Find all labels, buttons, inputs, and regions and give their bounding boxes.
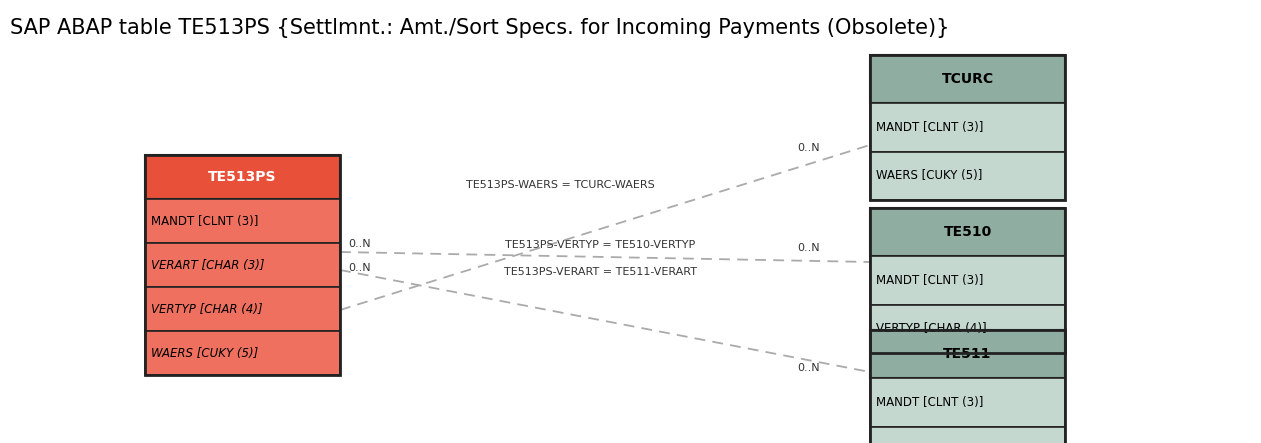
Text: TE510: TE510 [943, 225, 991, 239]
Bar [870, 330, 1066, 443]
Text: WAERS [CUKY (5)]: WAERS [CUKY (5)] [151, 346, 259, 360]
Text: SAP ABAP table TE513PS {Settlmnt.: Amt./Sort Specs. for Incoming Payments (Obsol: SAP ABAP table TE513PS {Settlmnt.: Amt./… [10, 18, 950, 38]
Bar [870, 152, 1066, 200]
Text: TE513PS-WAERS = TCURC-WAERS: TE513PS-WAERS = TCURC-WAERS [465, 180, 654, 190]
Text: 0..N: 0..N [348, 263, 371, 273]
Text: 0..N: 0..N [348, 239, 371, 249]
Text: TE511: TE511 [943, 347, 991, 361]
Text: VERTYP [CHAR (4)]: VERTYP [CHAR (4)] [876, 323, 986, 335]
Bar [870, 330, 1066, 378]
Bar [870, 208, 1066, 353]
Bar [870, 55, 1066, 103]
Text: MANDT [CLNT (3)]: MANDT [CLNT (3)] [151, 214, 259, 228]
Bar [145, 199, 340, 243]
Text: 0..N: 0..N [797, 243, 820, 253]
Text: 0..N: 0..N [797, 143, 820, 153]
Text: VERTYP [CHAR (4)]: VERTYP [CHAR (4)] [151, 303, 262, 315]
Text: TE513PS-VERTYP = TE510-VERTYP: TE513PS-VERTYP = TE510-VERTYP [504, 240, 695, 250]
Bar [870, 427, 1066, 443]
Text: MANDT [CLNT (3)]: MANDT [CLNT (3)] [876, 396, 984, 409]
Text: WAERS [CUKY (5)]: WAERS [CUKY (5)] [876, 169, 982, 183]
Bar [145, 155, 340, 375]
Text: TCURC: TCURC [942, 72, 994, 86]
Text: TE513PS: TE513PS [208, 170, 276, 184]
Text: 0..N: 0..N [797, 363, 820, 373]
Text: MANDT [CLNT (3)]: MANDT [CLNT (3)] [876, 121, 984, 134]
Bar [145, 331, 340, 375]
Text: VERART [CHAR (3)]: VERART [CHAR (3)] [151, 259, 265, 272]
Bar [870, 305, 1066, 353]
Bar [870, 378, 1066, 427]
Bar [145, 155, 340, 199]
Bar [145, 287, 340, 331]
Bar [870, 55, 1066, 200]
Bar [145, 243, 340, 287]
Text: MANDT [CLNT (3)]: MANDT [CLNT (3)] [876, 274, 984, 287]
Text: TE513PS-VERART = TE511-VERART: TE513PS-VERART = TE511-VERART [503, 267, 696, 277]
Bar [870, 103, 1066, 152]
Bar [870, 208, 1066, 256]
Bar [870, 256, 1066, 305]
